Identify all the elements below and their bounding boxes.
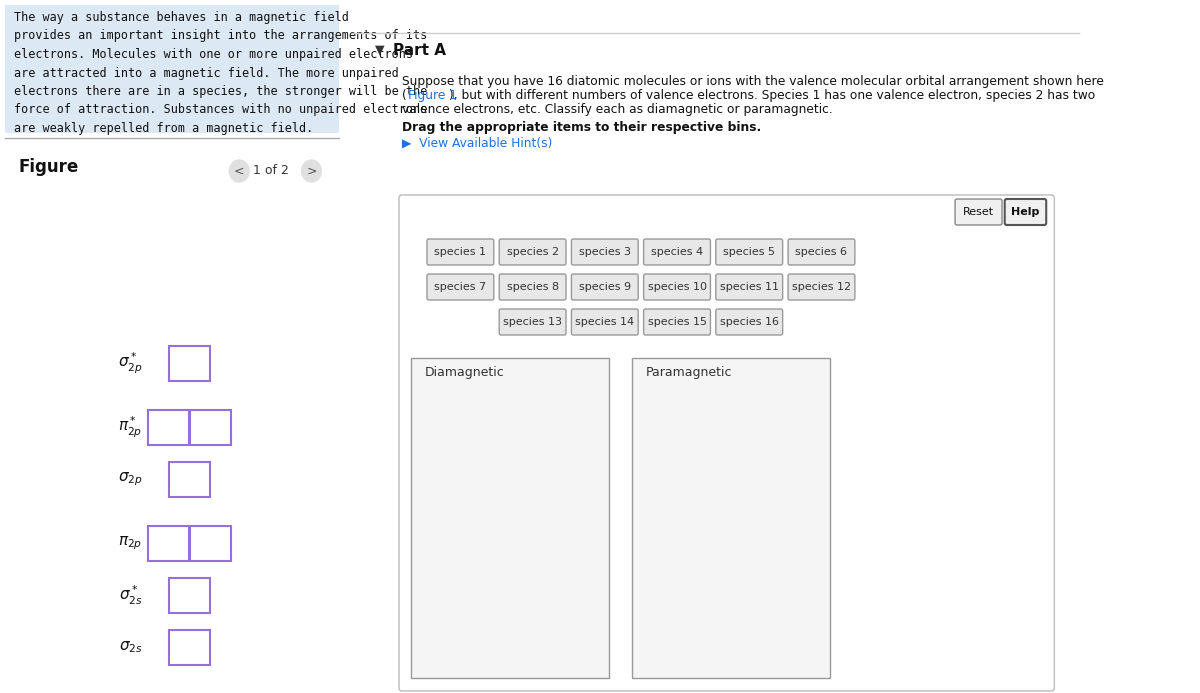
FancyBboxPatch shape [169, 578, 210, 613]
Text: species 13: species 13 [503, 317, 562, 327]
Text: >: > [306, 164, 317, 177]
FancyBboxPatch shape [955, 199, 1002, 225]
FancyBboxPatch shape [191, 410, 232, 445]
FancyBboxPatch shape [643, 274, 710, 300]
FancyBboxPatch shape [716, 309, 782, 335]
FancyBboxPatch shape [410, 358, 610, 678]
FancyBboxPatch shape [169, 462, 210, 497]
Text: species 3: species 3 [578, 247, 631, 257]
Text: species 15: species 15 [648, 317, 707, 327]
FancyBboxPatch shape [191, 526, 232, 561]
Text: Reset: Reset [962, 207, 994, 217]
FancyBboxPatch shape [571, 239, 638, 265]
Text: <: < [234, 164, 245, 177]
Text: Part A: Part A [392, 43, 445, 58]
Text: species 12: species 12 [792, 282, 851, 292]
Circle shape [229, 160, 250, 182]
Text: species 6: species 6 [796, 247, 847, 257]
Text: The way a substance behaves in a magnetic field
provides an important insight in: The way a substance behaves in a magneti… [13, 11, 427, 135]
FancyBboxPatch shape [427, 274, 493, 300]
Text: species 16: species 16 [720, 317, 779, 327]
FancyBboxPatch shape [643, 309, 710, 335]
Text: $\sigma^*_{2s}$: $\sigma^*_{2s}$ [119, 584, 143, 607]
FancyBboxPatch shape [148, 526, 188, 561]
FancyBboxPatch shape [169, 346, 210, 381]
Text: $\sigma_{2p}$: $\sigma_{2p}$ [118, 471, 143, 489]
Text: species 1: species 1 [434, 247, 486, 257]
Text: valence electrons, etc. Classify each as diamagnetic or paramagnetic.: valence electrons, etc. Classify each as… [402, 103, 833, 116]
Text: ▶  View Available Hint(s): ▶ View Available Hint(s) [402, 137, 552, 150]
FancyBboxPatch shape [499, 274, 566, 300]
Text: $\pi_{2p}$: $\pi_{2p}$ [119, 535, 143, 552]
Text: Drag the appropriate items to their respective bins.: Drag the appropriate items to their resp… [402, 121, 761, 134]
Text: species 8: species 8 [506, 282, 559, 292]
Text: Paramagnetic: Paramagnetic [646, 366, 732, 379]
Text: Figure: Figure [18, 158, 78, 176]
Text: ), but with different numbers of valence electrons. Species 1 has one valence el: ), but with different numbers of valence… [449, 89, 1094, 102]
FancyBboxPatch shape [148, 410, 188, 445]
Text: species 14: species 14 [575, 317, 635, 327]
FancyBboxPatch shape [169, 630, 210, 665]
Text: Diamagnetic: Diamagnetic [425, 366, 504, 379]
FancyBboxPatch shape [632, 358, 830, 678]
FancyBboxPatch shape [716, 274, 782, 300]
Text: Suppose that you have 16 diatomic molecules or ions with the valence molecular o: Suppose that you have 16 diatomic molecu… [402, 75, 1104, 88]
Text: species 4: species 4 [650, 247, 703, 257]
Text: species 10: species 10 [648, 282, 707, 292]
Text: (: ( [402, 89, 407, 102]
FancyBboxPatch shape [571, 309, 638, 335]
FancyBboxPatch shape [643, 239, 710, 265]
Text: $\sigma^*_{2p}$: $\sigma^*_{2p}$ [118, 351, 143, 376]
Text: $\pi^*_{2p}$: $\pi^*_{2p}$ [119, 415, 143, 440]
FancyBboxPatch shape [499, 309, 566, 335]
FancyBboxPatch shape [571, 274, 638, 300]
Text: 1 of 2: 1 of 2 [253, 164, 289, 177]
Text: species 7: species 7 [434, 282, 486, 292]
FancyBboxPatch shape [716, 239, 782, 265]
FancyBboxPatch shape [398, 195, 1055, 691]
FancyBboxPatch shape [427, 239, 493, 265]
FancyBboxPatch shape [788, 239, 854, 265]
Circle shape [301, 160, 322, 182]
FancyBboxPatch shape [1004, 199, 1046, 225]
Text: Figure 1: Figure 1 [408, 89, 457, 102]
Text: species 9: species 9 [578, 282, 631, 292]
Text: $\sigma_{2s}$: $\sigma_{2s}$ [119, 640, 143, 656]
FancyBboxPatch shape [5, 5, 338, 133]
FancyBboxPatch shape [788, 274, 854, 300]
Text: species 2: species 2 [506, 247, 559, 257]
Text: species 5: species 5 [724, 247, 775, 257]
Text: Help: Help [1012, 207, 1039, 217]
Text: ▼: ▼ [374, 43, 384, 56]
FancyBboxPatch shape [499, 239, 566, 265]
Text: species 11: species 11 [720, 282, 779, 292]
